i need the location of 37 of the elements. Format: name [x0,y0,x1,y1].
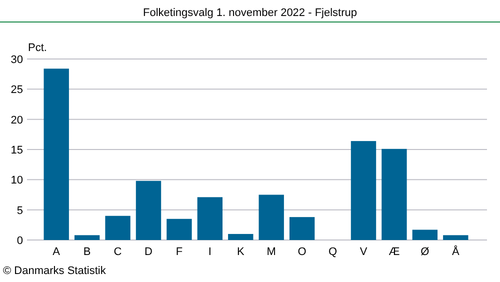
y-axis-title: Pct. [28,42,47,54]
bar [258,194,284,240]
x-tick-label: F [176,246,183,258]
bar [289,217,315,240]
x-tick-label: Ø [420,246,430,258]
bar [228,234,254,240]
x-tick-label: Æ [388,246,400,258]
bar [105,216,130,240]
x-tick-label: V [360,246,368,258]
bar [136,180,162,240]
bar [197,197,223,240]
x-tick-label: Q [328,246,338,258]
y-tick-label: 25 [10,84,23,96]
y-tick-label: 15 [10,144,23,156]
x-tick-label: A [52,246,61,258]
chart-title: Folketingsvalg 1. november 2022 - Fjelstrup [143,7,357,19]
bar [44,68,69,240]
x-tick-label: K [236,246,245,258]
x-tick-label: C [114,246,122,258]
bar [166,218,192,240]
x-tick-label: D [144,246,153,258]
bar [412,230,438,240]
y-tick-label: 0 [16,235,23,247]
y-tick-label: 10 [10,174,23,187]
bar [74,235,100,240]
y-tick-label: 5 [16,204,23,217]
x-tick-label: B [83,246,91,258]
x-tick-label: I [208,246,212,258]
bar [443,235,468,240]
x-tick-label: M [266,246,276,258]
x-tick-label: O [298,246,307,258]
bar [350,141,376,240]
text: © Danmarks Statistik [3,265,106,277]
bar [382,148,407,240]
x-tick-label: Å [452,245,460,258]
y-tick-label: 20 [10,114,23,126]
y-tick-label: 30 [10,54,23,66]
